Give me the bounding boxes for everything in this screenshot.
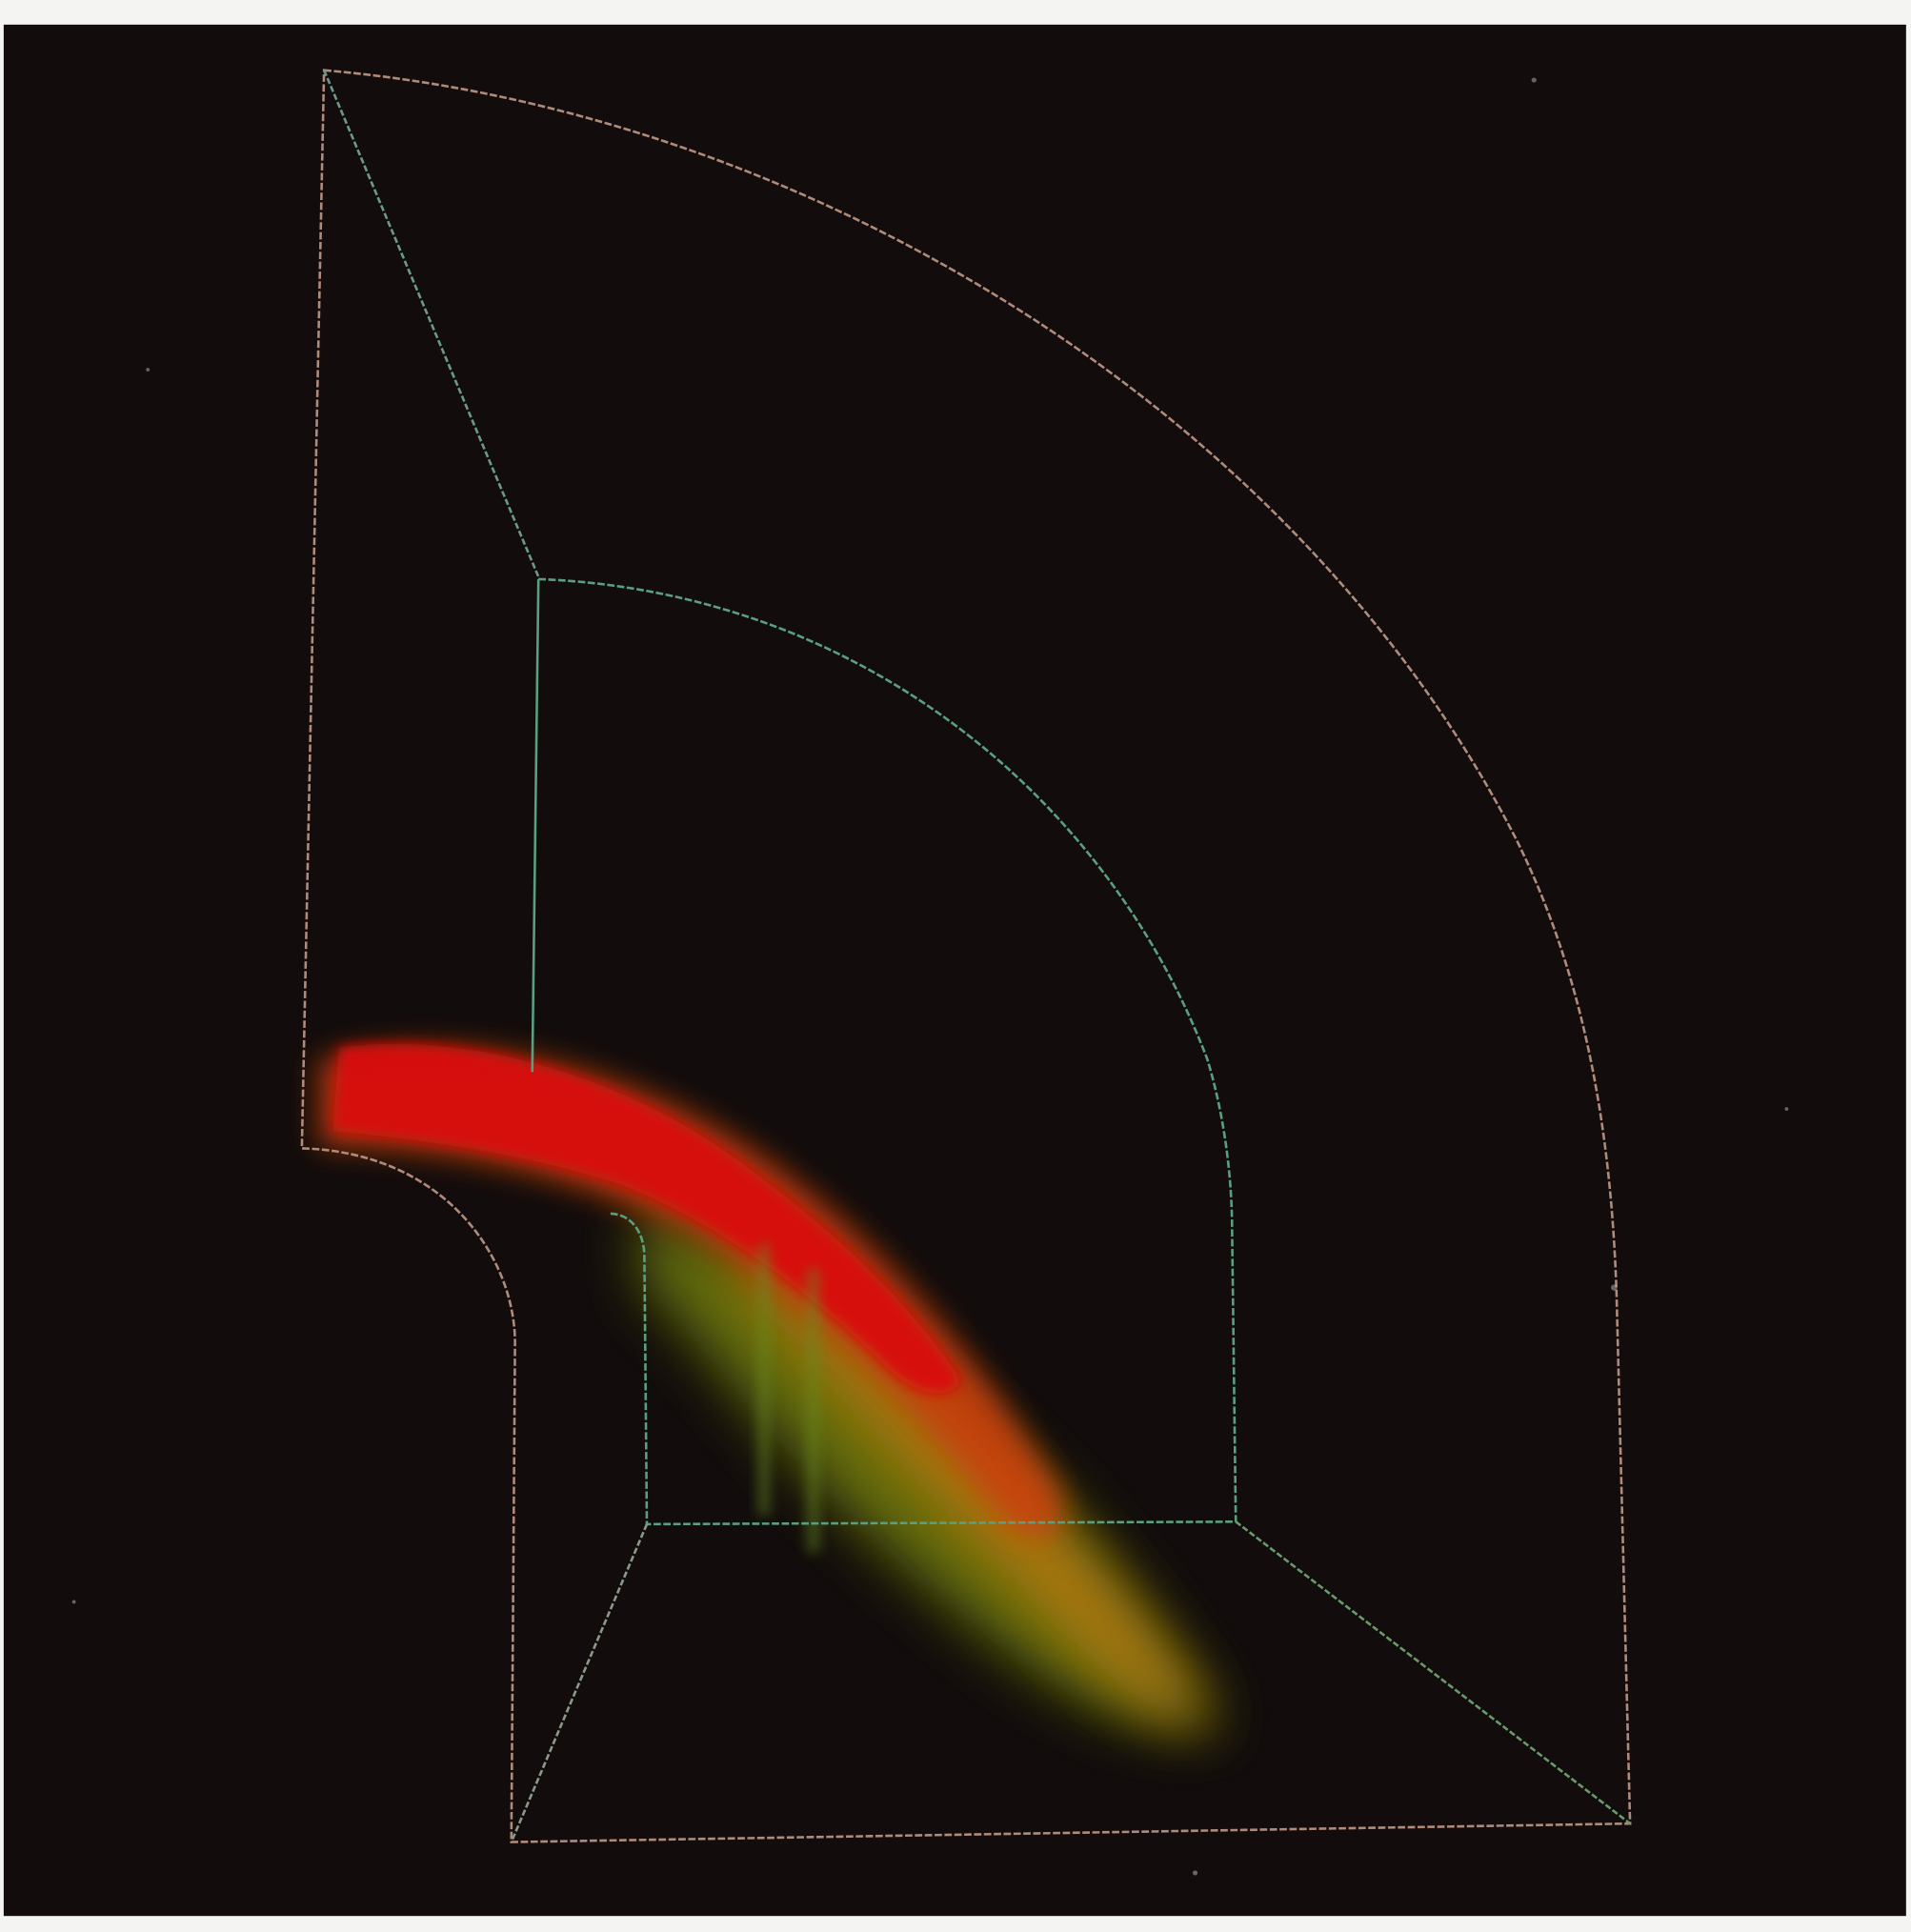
diagonal-top [322, 70, 540, 577]
specks [71, 77, 1789, 1876]
outer-boundary [300, 69, 1632, 1843]
plume [320, 1043, 1220, 1729]
screen-background [3, 24, 1906, 1917]
inner-left-edge [531, 578, 540, 1073]
inner-boundary [538, 577, 1237, 1526]
diagonal-bottom-right [1235, 1520, 1631, 1825]
diagonal-bottom-left [510, 1523, 649, 1843]
